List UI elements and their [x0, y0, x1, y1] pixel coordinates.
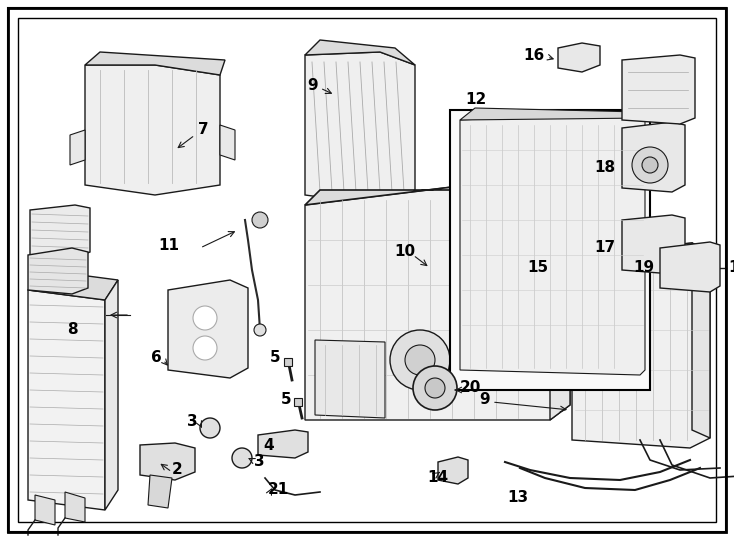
Text: 8: 8 — [67, 322, 77, 338]
Polygon shape — [294, 398, 302, 406]
Polygon shape — [555, 233, 618, 248]
Circle shape — [193, 306, 217, 330]
Polygon shape — [622, 122, 685, 192]
Circle shape — [642, 157, 658, 173]
Text: 10: 10 — [394, 245, 415, 260]
Text: 18: 18 — [594, 160, 615, 176]
Text: 14: 14 — [427, 470, 448, 485]
Text: 13: 13 — [507, 490, 528, 505]
Polygon shape — [148, 475, 172, 508]
Text: 12: 12 — [465, 92, 486, 107]
Polygon shape — [460, 112, 645, 375]
Polygon shape — [622, 55, 695, 124]
Polygon shape — [460, 108, 645, 120]
Polygon shape — [550, 175, 570, 420]
Polygon shape — [572, 240, 710, 255]
Text: 3: 3 — [187, 415, 198, 429]
Bar — [450, 110, 650, 390]
Polygon shape — [28, 248, 88, 294]
Polygon shape — [168, 280, 248, 378]
Text: 1: 1 — [728, 260, 734, 275]
Text: 2: 2 — [172, 462, 183, 477]
Text: 20: 20 — [460, 381, 482, 395]
Text: 11: 11 — [158, 238, 179, 253]
Polygon shape — [315, 340, 385, 418]
Circle shape — [390, 330, 450, 390]
Polygon shape — [558, 43, 600, 72]
Polygon shape — [284, 358, 292, 366]
Text: 4: 4 — [263, 437, 274, 453]
Polygon shape — [660, 242, 720, 292]
Polygon shape — [305, 175, 570, 205]
Polygon shape — [305, 52, 415, 205]
Polygon shape — [105, 280, 118, 510]
Polygon shape — [28, 270, 118, 300]
Circle shape — [632, 147, 668, 183]
Polygon shape — [85, 52, 225, 75]
Polygon shape — [438, 457, 468, 484]
Polygon shape — [622, 215, 685, 274]
Text: 17: 17 — [594, 240, 615, 255]
Polygon shape — [692, 243, 710, 438]
Polygon shape — [70, 130, 85, 165]
Polygon shape — [35, 495, 55, 525]
Polygon shape — [555, 237, 618, 308]
Text: 6: 6 — [151, 350, 162, 366]
Polygon shape — [258, 430, 308, 458]
Text: 9: 9 — [479, 393, 490, 408]
Circle shape — [200, 418, 220, 438]
Text: 16: 16 — [524, 48, 545, 63]
Circle shape — [254, 324, 266, 336]
Polygon shape — [305, 175, 570, 420]
Polygon shape — [30, 205, 90, 258]
Polygon shape — [65, 492, 85, 522]
Text: 19: 19 — [633, 260, 654, 275]
Polygon shape — [28, 290, 105, 510]
Polygon shape — [572, 243, 710, 448]
Text: 5: 5 — [280, 393, 291, 408]
Text: 7: 7 — [198, 123, 208, 138]
Circle shape — [425, 378, 445, 398]
Polygon shape — [85, 65, 220, 195]
Polygon shape — [220, 125, 235, 160]
Circle shape — [193, 336, 217, 360]
Text: 15: 15 — [527, 260, 548, 275]
Text: 5: 5 — [269, 350, 280, 366]
Circle shape — [405, 345, 435, 375]
Text: 9: 9 — [308, 78, 318, 92]
Text: 21: 21 — [268, 483, 289, 497]
Circle shape — [413, 366, 457, 410]
Polygon shape — [305, 40, 415, 65]
Circle shape — [252, 212, 268, 228]
Text: 3: 3 — [254, 455, 265, 469]
Polygon shape — [140, 443, 195, 480]
Circle shape — [232, 448, 252, 468]
